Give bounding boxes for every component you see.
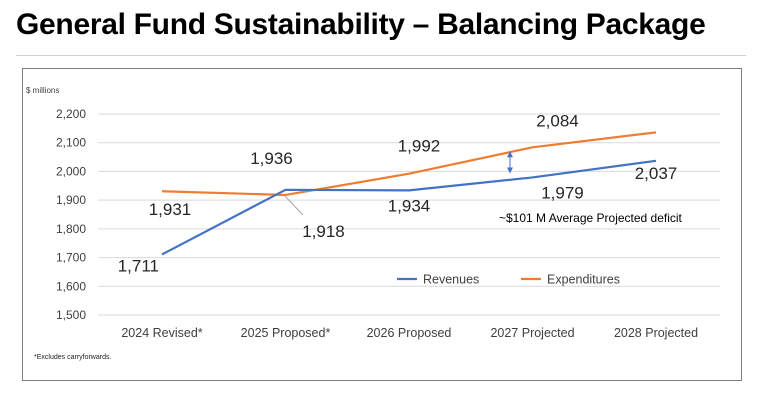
revenues-data-label: 1,936 bbox=[250, 149, 293, 168]
data-labels: 1,711 1,936 1,934 1,979 2,037 1,931 1,918 1,992… bbox=[118, 111, 678, 275]
x-category-label: 2026 Proposed bbox=[367, 326, 452, 340]
footnote: *Excludes carryforwards. bbox=[34, 354, 112, 361]
unit-label: $ millions bbox=[26, 86, 59, 95]
revenues-line bbox=[161, 159, 657, 256]
x-category-label: 2027 Projected bbox=[490, 326, 574, 340]
x-category-label: 2024 Revised* bbox=[121, 326, 202, 340]
y-axis-ticks: 1,500 1,600 1,700 1,800 1,900 2,000 2,100 2,200 bbox=[56, 107, 86, 322]
page-title: General Fund Sustainability – Balancing … bbox=[16, 8, 706, 41]
series-lines bbox=[161, 131, 657, 256]
deficit-annotation: ~$101 M Average Projected deficit bbox=[499, 211, 683, 225]
y-tick-label: 1,800 bbox=[56, 222, 86, 236]
y-tick-label: 2,200 bbox=[56, 107, 86, 121]
y-tick-label: 2,100 bbox=[56, 136, 86, 150]
expenditures-line bbox=[161, 131, 657, 197]
revenues-data-label: 1,934 bbox=[388, 196, 431, 215]
y-tick-label: 1,900 bbox=[56, 193, 86, 207]
x-category-label: 2028 Projected bbox=[614, 326, 698, 340]
revenues-data-label: 1,979 bbox=[541, 183, 584, 202]
legend-label: Expenditures bbox=[547, 273, 620, 287]
chart-frame bbox=[22, 68, 742, 381]
y-tick-label: 2,000 bbox=[56, 164, 86, 178]
y-tick-label: 1,600 bbox=[56, 279, 86, 293]
x-axis-categories: 2024 Revised* 2025 Proposed* 2026 Proposed… bbox=[121, 326, 698, 340]
revenues-data-label: 2,037 bbox=[635, 164, 678, 183]
legend-label: Revenues bbox=[423, 273, 479, 287]
deficit-arrow-down bbox=[507, 167, 513, 174]
deficit-arrow-up bbox=[507, 151, 513, 158]
callouts bbox=[284, 151, 513, 216]
y-tick-label: 1,700 bbox=[56, 251, 86, 265]
expenditures-data-label: 1,992 bbox=[398, 137, 441, 156]
expenditures-data-label: 1,931 bbox=[149, 200, 192, 219]
x-category-label: 2025 Proposed* bbox=[241, 326, 331, 340]
title-divider bbox=[16, 55, 746, 56]
revenues-data-label: 1,711 bbox=[118, 256, 159, 275]
expenditures-data-label: 1,918 bbox=[302, 222, 345, 241]
legend: Revenues Expenditures bbox=[397, 273, 620, 287]
gridlines bbox=[98, 113, 720, 316]
expenditures-data-label: 2,084 bbox=[536, 111, 579, 130]
leader-line bbox=[284, 195, 304, 216]
y-tick-label: 1,500 bbox=[56, 308, 86, 322]
